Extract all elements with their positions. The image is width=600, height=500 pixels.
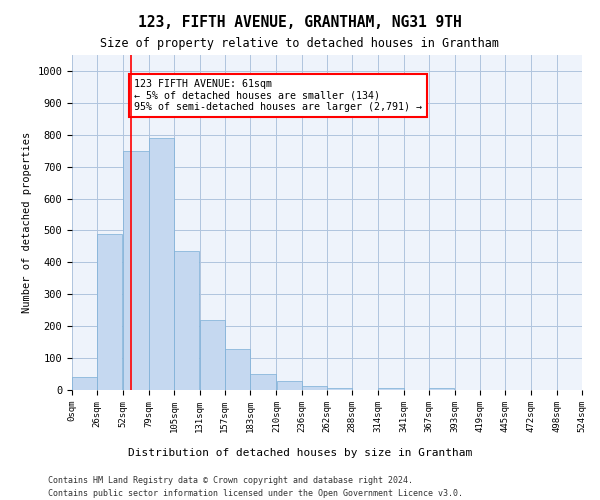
Bar bbox=[277, 382, 302, 390]
Text: 123, FIFTH AVENUE, GRANTHAM, NG31 9TH: 123, FIFTH AVENUE, GRANTHAM, NG31 9TH bbox=[138, 15, 462, 30]
Bar bbox=[250, 374, 276, 390]
Text: Size of property relative to detached houses in Grantham: Size of property relative to detached ho… bbox=[101, 38, 499, 51]
Text: Distribution of detached houses by size in Grantham: Distribution of detached houses by size … bbox=[128, 448, 472, 458]
Text: 123 FIFTH AVENUE: 61sqm
← 5% of detached houses are smaller (134)
95% of semi-de: 123 FIFTH AVENUE: 61sqm ← 5% of detached… bbox=[134, 79, 422, 112]
Bar bbox=[200, 320, 224, 390]
Text: Contains public sector information licensed under the Open Government Licence v3: Contains public sector information licen… bbox=[48, 489, 463, 498]
Bar bbox=[378, 388, 404, 390]
Bar bbox=[225, 348, 250, 390]
Y-axis label: Number of detached properties: Number of detached properties bbox=[22, 132, 32, 313]
Bar bbox=[72, 376, 97, 390]
Text: Contains HM Land Registry data © Crown copyright and database right 2024.: Contains HM Land Registry data © Crown c… bbox=[48, 476, 413, 485]
Bar bbox=[97, 234, 122, 390]
Bar bbox=[327, 388, 352, 390]
Bar bbox=[149, 138, 174, 390]
Bar bbox=[123, 152, 149, 390]
Bar bbox=[430, 388, 454, 390]
Bar bbox=[302, 386, 327, 390]
Bar bbox=[175, 251, 199, 390]
